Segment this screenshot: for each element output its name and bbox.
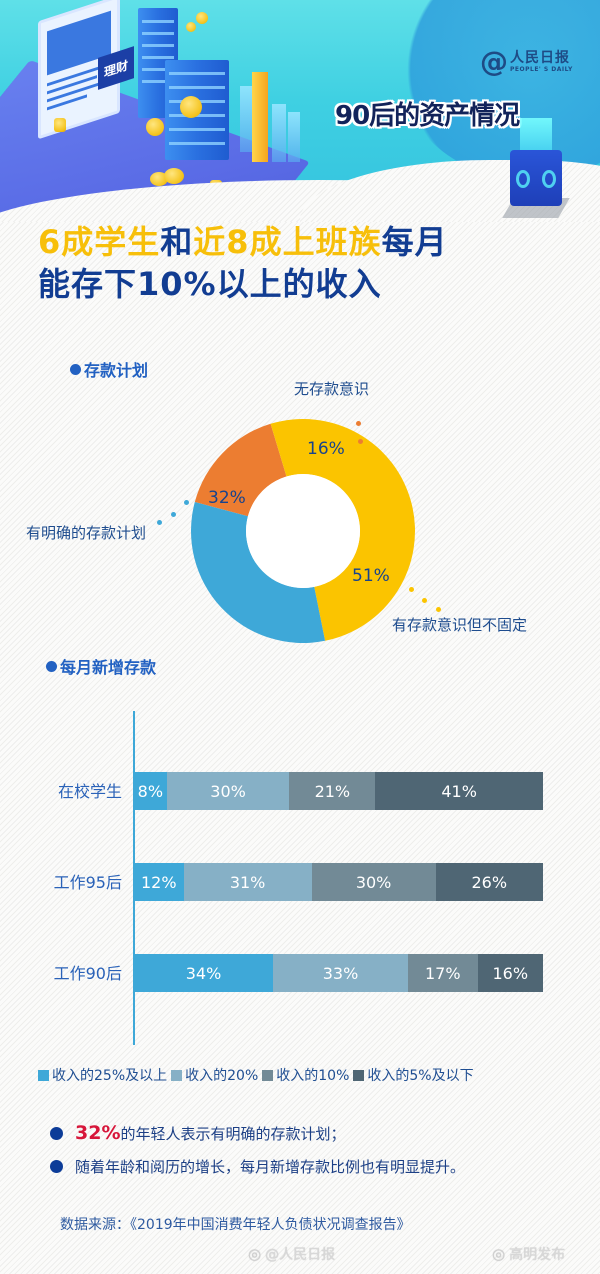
legend-item: 收入的20%: [171, 1065, 258, 1085]
chart-legend: 收入的25%及以上 收入的20% 收入的10% 收入的5%及以下: [38, 1065, 478, 1085]
banner-title: 90后的资产情况: [335, 101, 520, 131]
headline-line-1: 6成学生和近8成上班族每月: [38, 222, 448, 262]
legend-item: 收入的5%及以下: [353, 1065, 474, 1085]
logo-at-icon: @: [480, 45, 508, 78]
weibo-icon: ◎: [492, 1245, 506, 1263]
bar-segment: 12%: [134, 863, 184, 901]
coin-icon: [150, 172, 168, 186]
bar-segment: 26%: [435, 863, 543, 901]
glass-bar-icon: [272, 104, 286, 162]
legend-swatch: [38, 1069, 49, 1081]
note-text: 的年轻人表示有明确的存款计划；: [120, 1124, 346, 1143]
bar-label: 工作95后: [53, 873, 122, 892]
bar-segment: 17%: [408, 954, 478, 992]
connector-dot: [409, 587, 414, 592]
logo-text-en: PEOPLE' S DAILY: [510, 66, 573, 73]
donut-hole: [246, 474, 360, 588]
legend-label: 收入的5%及以下: [367, 1068, 474, 1084]
headline-line-2: 能存下10%以上的收入: [38, 264, 382, 304]
bar-segment: 30%: [311, 863, 436, 901]
donut-slice: [190, 502, 326, 643]
watermark-text: 高明发布: [509, 1247, 566, 1263]
bullet-icon: [46, 660, 57, 672]
section-title-plan: 存款计划: [70, 357, 148, 381]
bar-segment: 41%: [375, 772, 543, 810]
bar-label: 在校学生: [57, 782, 122, 801]
bar-segment: 16%: [477, 954, 543, 992]
bar-segment: 33%: [273, 954, 409, 992]
donut-pct-planned: 32%: [208, 488, 246, 508]
bullet-icon: [70, 363, 81, 375]
note-item: 32% 的年轻人表示有明确的存款计划；: [50, 1122, 346, 1144]
connector-dot: [436, 607, 441, 612]
bar-row: 8% 30% 21% 41%: [134, 772, 543, 810]
donut-label-unfixed: 有存款意识但不固定: [392, 616, 528, 634]
legend-item: 收入的10%: [262, 1065, 349, 1085]
header-banner: 理财 @ 人民日报 PEOPLE' S DAILY 90后的资产情况: [0, 0, 600, 222]
headline-text: 能存下10%以上的收入: [38, 265, 382, 303]
connector-dot: [358, 439, 363, 444]
data-source: 数据来源：《2019年中国消费年轻人负债状况调查报告》: [60, 1217, 411, 1233]
bar-segment: 21%: [289, 772, 376, 810]
donut-slice: [194, 423, 287, 517]
bullet-icon: [50, 1126, 63, 1140]
cube-icon: [510, 150, 562, 206]
headline-text: 每月: [381, 223, 448, 261]
glass-bar-icon: [288, 112, 300, 162]
bar-segment: 8%: [134, 772, 167, 810]
donut-label-none: 无存款意识: [294, 380, 370, 398]
connector-dot: [171, 512, 176, 517]
legend-swatch: [262, 1069, 274, 1081]
connector-dot: [157, 520, 162, 525]
donut-slice: [270, 418, 416, 641]
legend-label: 收入的10%: [276, 1068, 350, 1084]
legend-label: 收入的20%: [185, 1068, 259, 1084]
coin-icon: [146, 118, 164, 136]
coin-icon: [186, 22, 196, 32]
coin-icon: [180, 96, 202, 118]
coin-icon: [196, 12, 208, 24]
section-title-monthly: 每月新增存款: [46, 654, 156, 678]
logo-text-cn: 人民日报: [510, 50, 570, 66]
bar-segment: 30%: [166, 772, 290, 810]
bar-row: 34% 33% 17% 16%: [134, 954, 543, 992]
note-highlight: 32%: [75, 1122, 121, 1144]
legend-swatch: [171, 1069, 183, 1081]
headline-text: 和: [160, 223, 194, 261]
donut-pct-unfixed: 51%: [352, 566, 390, 586]
bar-segment: 34%: [134, 954, 274, 992]
section-title-text: 每月新增存款: [60, 658, 157, 677]
peoples-daily-logo: @ 人民日报 PEOPLE' S DAILY: [480, 48, 573, 76]
legend-swatch: [353, 1069, 365, 1081]
headline-highlight: 6成学生: [38, 223, 161, 261]
cube-glow: [520, 118, 552, 154]
note-item: 随着年龄和阅历的增长，每月新增存款比例也有明显提升。: [50, 1156, 465, 1177]
bullet-icon: [50, 1160, 63, 1173]
bar-segment: 31%: [183, 863, 312, 901]
coin-icon: [164, 168, 184, 184]
weibo-icon: ◎: [248, 1245, 262, 1263]
watermark: ◎ 高明发布: [492, 1244, 565, 1264]
bar-label: 工作90后: [53, 964, 122, 983]
section-title-text: 存款计划: [84, 361, 149, 380]
bar-row: 12% 31% 30% 26%: [134, 863, 543, 901]
glass-bar-icon: [240, 86, 252, 152]
donut-chart: [190, 418, 416, 643]
donut-pct-none: 16%: [307, 439, 345, 459]
watermark: ◎ @人民日报: [248, 1244, 335, 1264]
watermark-text: @人民日报: [265, 1247, 336, 1263]
orange-bar-icon: [252, 72, 268, 162]
connector-dot: [422, 598, 427, 603]
legend-item: 收入的25%及以上: [38, 1065, 167, 1085]
coin-stack-icon: [54, 118, 66, 132]
connector-dot: [356, 421, 361, 426]
headline-highlight: 近8成上班族: [193, 223, 382, 261]
legend-label: 收入的25%及以上: [52, 1068, 168, 1084]
connector-dot: [184, 500, 189, 505]
note-text: 随着年龄和阅历的增长，每月新增存款比例也有明显提升。: [75, 1158, 466, 1176]
donut-label-planned: 有明确的存款计划: [26, 524, 147, 542]
